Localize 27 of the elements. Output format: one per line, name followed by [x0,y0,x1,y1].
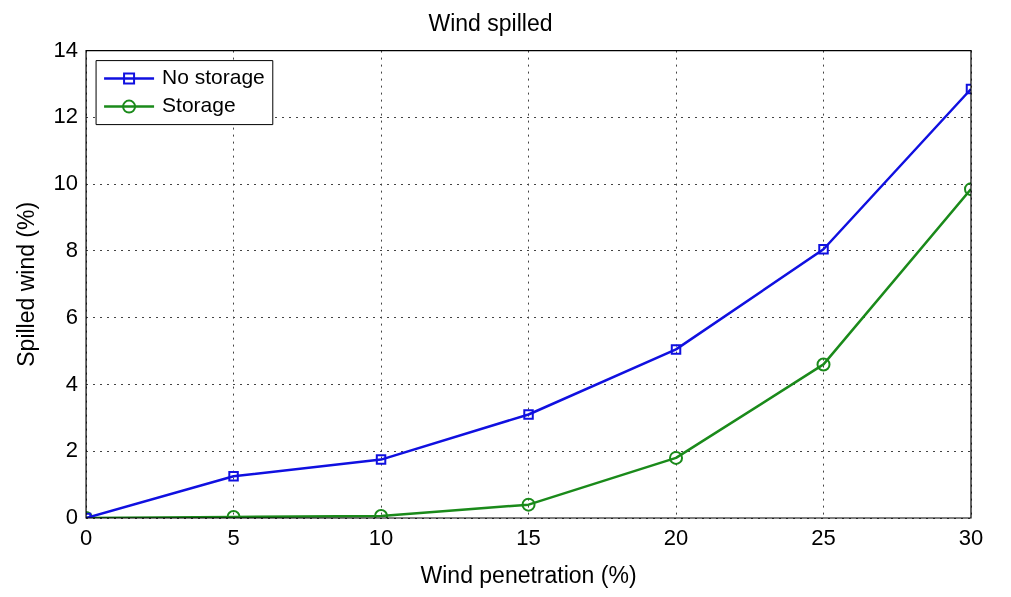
legend-label: Storage [162,93,236,117]
point [669,450,684,465]
point [523,409,534,420]
point [375,454,387,465]
y-tick-label: 8 [65,236,79,262]
x-tick-label: 30 [958,525,984,551]
y-axis-title: Spilled wind (%) [13,201,40,367]
y-tick-label: 2 [65,437,79,463]
legend-label: No storage [162,65,265,89]
point [818,244,829,255]
x-tick-label: 15 [516,525,541,551]
y-tick-label: 4 [65,370,79,396]
point [228,471,239,482]
x-axis-title: Wind penetration (%) [420,561,637,588]
x-tick-label: 25 [811,525,836,551]
point [816,357,831,372]
y-tick-label: 6 [65,303,79,329]
chart-title: Wind spilled [428,10,553,37]
x-tick-label: 5 [227,525,240,551]
x-tick-label: 10 [368,525,394,551]
point [670,344,682,355]
point [521,497,536,512]
y-tick-label: 14 [53,36,79,62]
y-tick-label: 12 [53,103,79,129]
y-tick-label: 10 [53,170,79,196]
x-tick-label: 20 [663,525,689,551]
y-tick-label: 0 [65,504,79,530]
